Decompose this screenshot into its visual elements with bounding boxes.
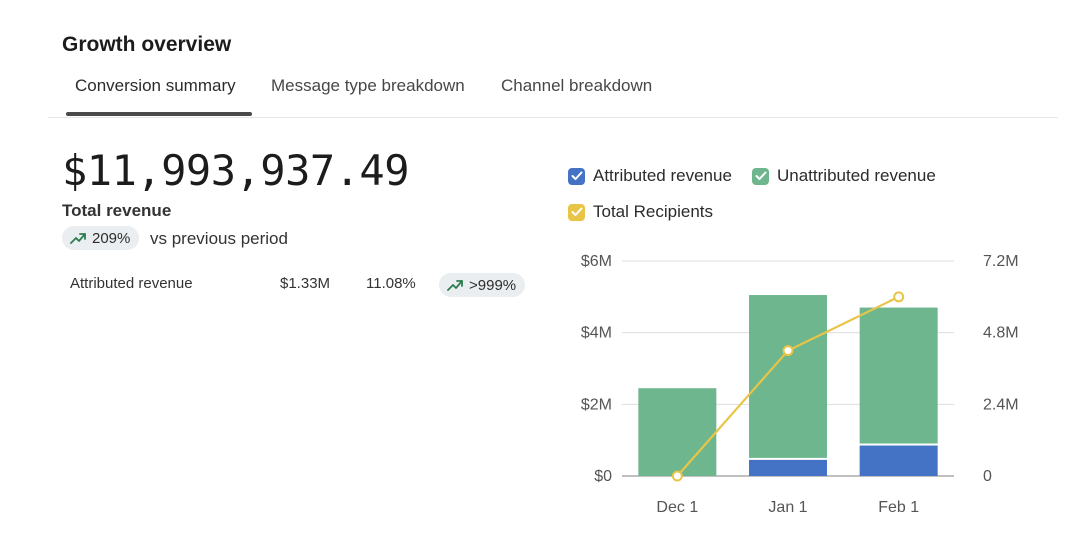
recipients-point [782, 345, 794, 357]
bar-unattributed [749, 295, 827, 458]
y-right-tick-label: 0 [983, 468, 992, 485]
attributed-change-badge: >999% [439, 273, 526, 297]
total-revenue-label: Total revenue [62, 201, 172, 220]
checkbox-checked-icon[interactable] [568, 203, 585, 221]
legend-label: Attributed revenue [593, 166, 732, 185]
y-left-tick-label: $2M [581, 396, 612, 413]
attributed-revenue-value: $1.33M [280, 275, 331, 292]
attributed-revenue-label: Attributed revenue [70, 275, 193, 292]
tab-conversion-summary[interactable]: Conversion summary [75, 76, 236, 95]
y-right-tick-label: 4.8M [983, 325, 1019, 342]
x-tick-label: Feb 1 [878, 499, 919, 516]
x-tick-label: Jan 1 [768, 499, 807, 516]
tab-channel-breakdown[interactable]: Channel breakdown [501, 76, 653, 95]
tab-bar: Conversion summary Message type breakdow… [48, 70, 1058, 118]
y-right-tick-label: 2.4M [983, 396, 1019, 413]
x-tick-label: Dec 1 [656, 499, 698, 516]
legend-label: Total Recipients [593, 202, 714, 221]
y-right-tick-label: 7.2M [983, 253, 1019, 270]
page-title: Growth overview [62, 33, 232, 56]
trending-up-icon [70, 233, 86, 244]
legend-label: Unattributed revenue [777, 166, 936, 185]
legend-item-attributed[interactable]: Attributed revenue [568, 166, 732, 186]
bar-attributed [749, 459, 827, 476]
attributed-revenue-share: 11.08% [366, 275, 416, 292]
recipients-point [893, 291, 905, 303]
total-revenue-value: $11,993,937.49 [62, 146, 410, 195]
recipients-point [671, 470, 683, 482]
y-left-tick-label: $6M [581, 253, 612, 270]
change-comparison-label: vs previous period [150, 229, 288, 248]
legend-item-unattributed[interactable]: Unattributed revenue [752, 166, 936, 186]
bar-unattributed [859, 307, 938, 444]
bar-attributed [859, 445, 938, 476]
y-left-tick-label: $0 [594, 468, 612, 485]
attributed-change-value: >999% [469, 276, 517, 294]
checkbox-checked-icon[interactable] [752, 167, 769, 185]
revenue-change-badge: 209% [62, 226, 140, 250]
tab-message-type-breakdown[interactable]: Message type breakdown [271, 76, 465, 95]
active-tab-indicator [66, 112, 252, 116]
revenue-change-value: 209% [92, 229, 131, 247]
y-left-tick-label: $4M [581, 325, 612, 342]
bar-unattributed [638, 388, 717, 476]
checkbox-checked-icon[interactable] [568, 167, 585, 185]
trending-up-icon [447, 280, 463, 291]
legend-item-recipients[interactable]: Total Recipients [568, 202, 713, 222]
